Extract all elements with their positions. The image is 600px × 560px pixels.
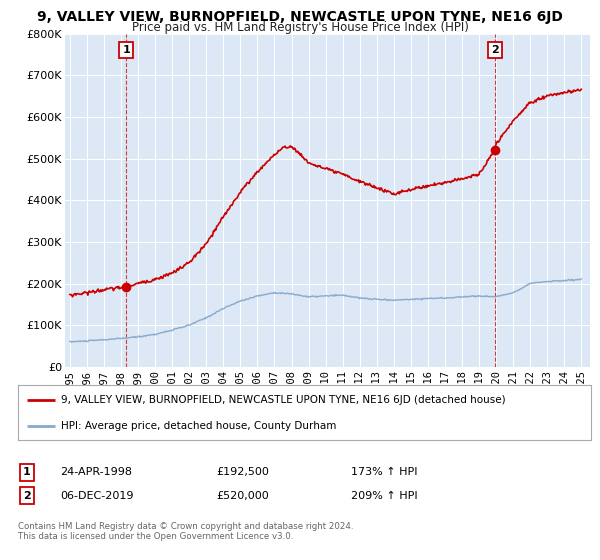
Text: 06-DEC-2019: 06-DEC-2019 <box>60 491 133 501</box>
Text: 1: 1 <box>122 45 130 55</box>
Text: HPI: Average price, detached house, County Durham: HPI: Average price, detached house, Coun… <box>61 421 337 431</box>
Text: 209% ↑ HPI: 209% ↑ HPI <box>351 491 418 501</box>
Text: £192,500: £192,500 <box>216 467 269 477</box>
Text: 2: 2 <box>491 45 499 55</box>
Text: £520,000: £520,000 <box>216 491 269 501</box>
Text: 9, VALLEY VIEW, BURNOPFIELD, NEWCASTLE UPON TYNE, NE16 6JD: 9, VALLEY VIEW, BURNOPFIELD, NEWCASTLE U… <box>37 10 563 24</box>
Text: Price paid vs. HM Land Registry's House Price Index (HPI): Price paid vs. HM Land Registry's House … <box>131 21 469 34</box>
Text: Contains HM Land Registry data © Crown copyright and database right 2024.
This d: Contains HM Land Registry data © Crown c… <box>18 522 353 542</box>
Text: 2: 2 <box>23 491 31 501</box>
Text: 173% ↑ HPI: 173% ↑ HPI <box>351 467 418 477</box>
Text: 1: 1 <box>23 467 31 477</box>
Text: 24-APR-1998: 24-APR-1998 <box>60 467 132 477</box>
Text: 9, VALLEY VIEW, BURNOPFIELD, NEWCASTLE UPON TYNE, NE16 6JD (detached house): 9, VALLEY VIEW, BURNOPFIELD, NEWCASTLE U… <box>61 395 506 404</box>
